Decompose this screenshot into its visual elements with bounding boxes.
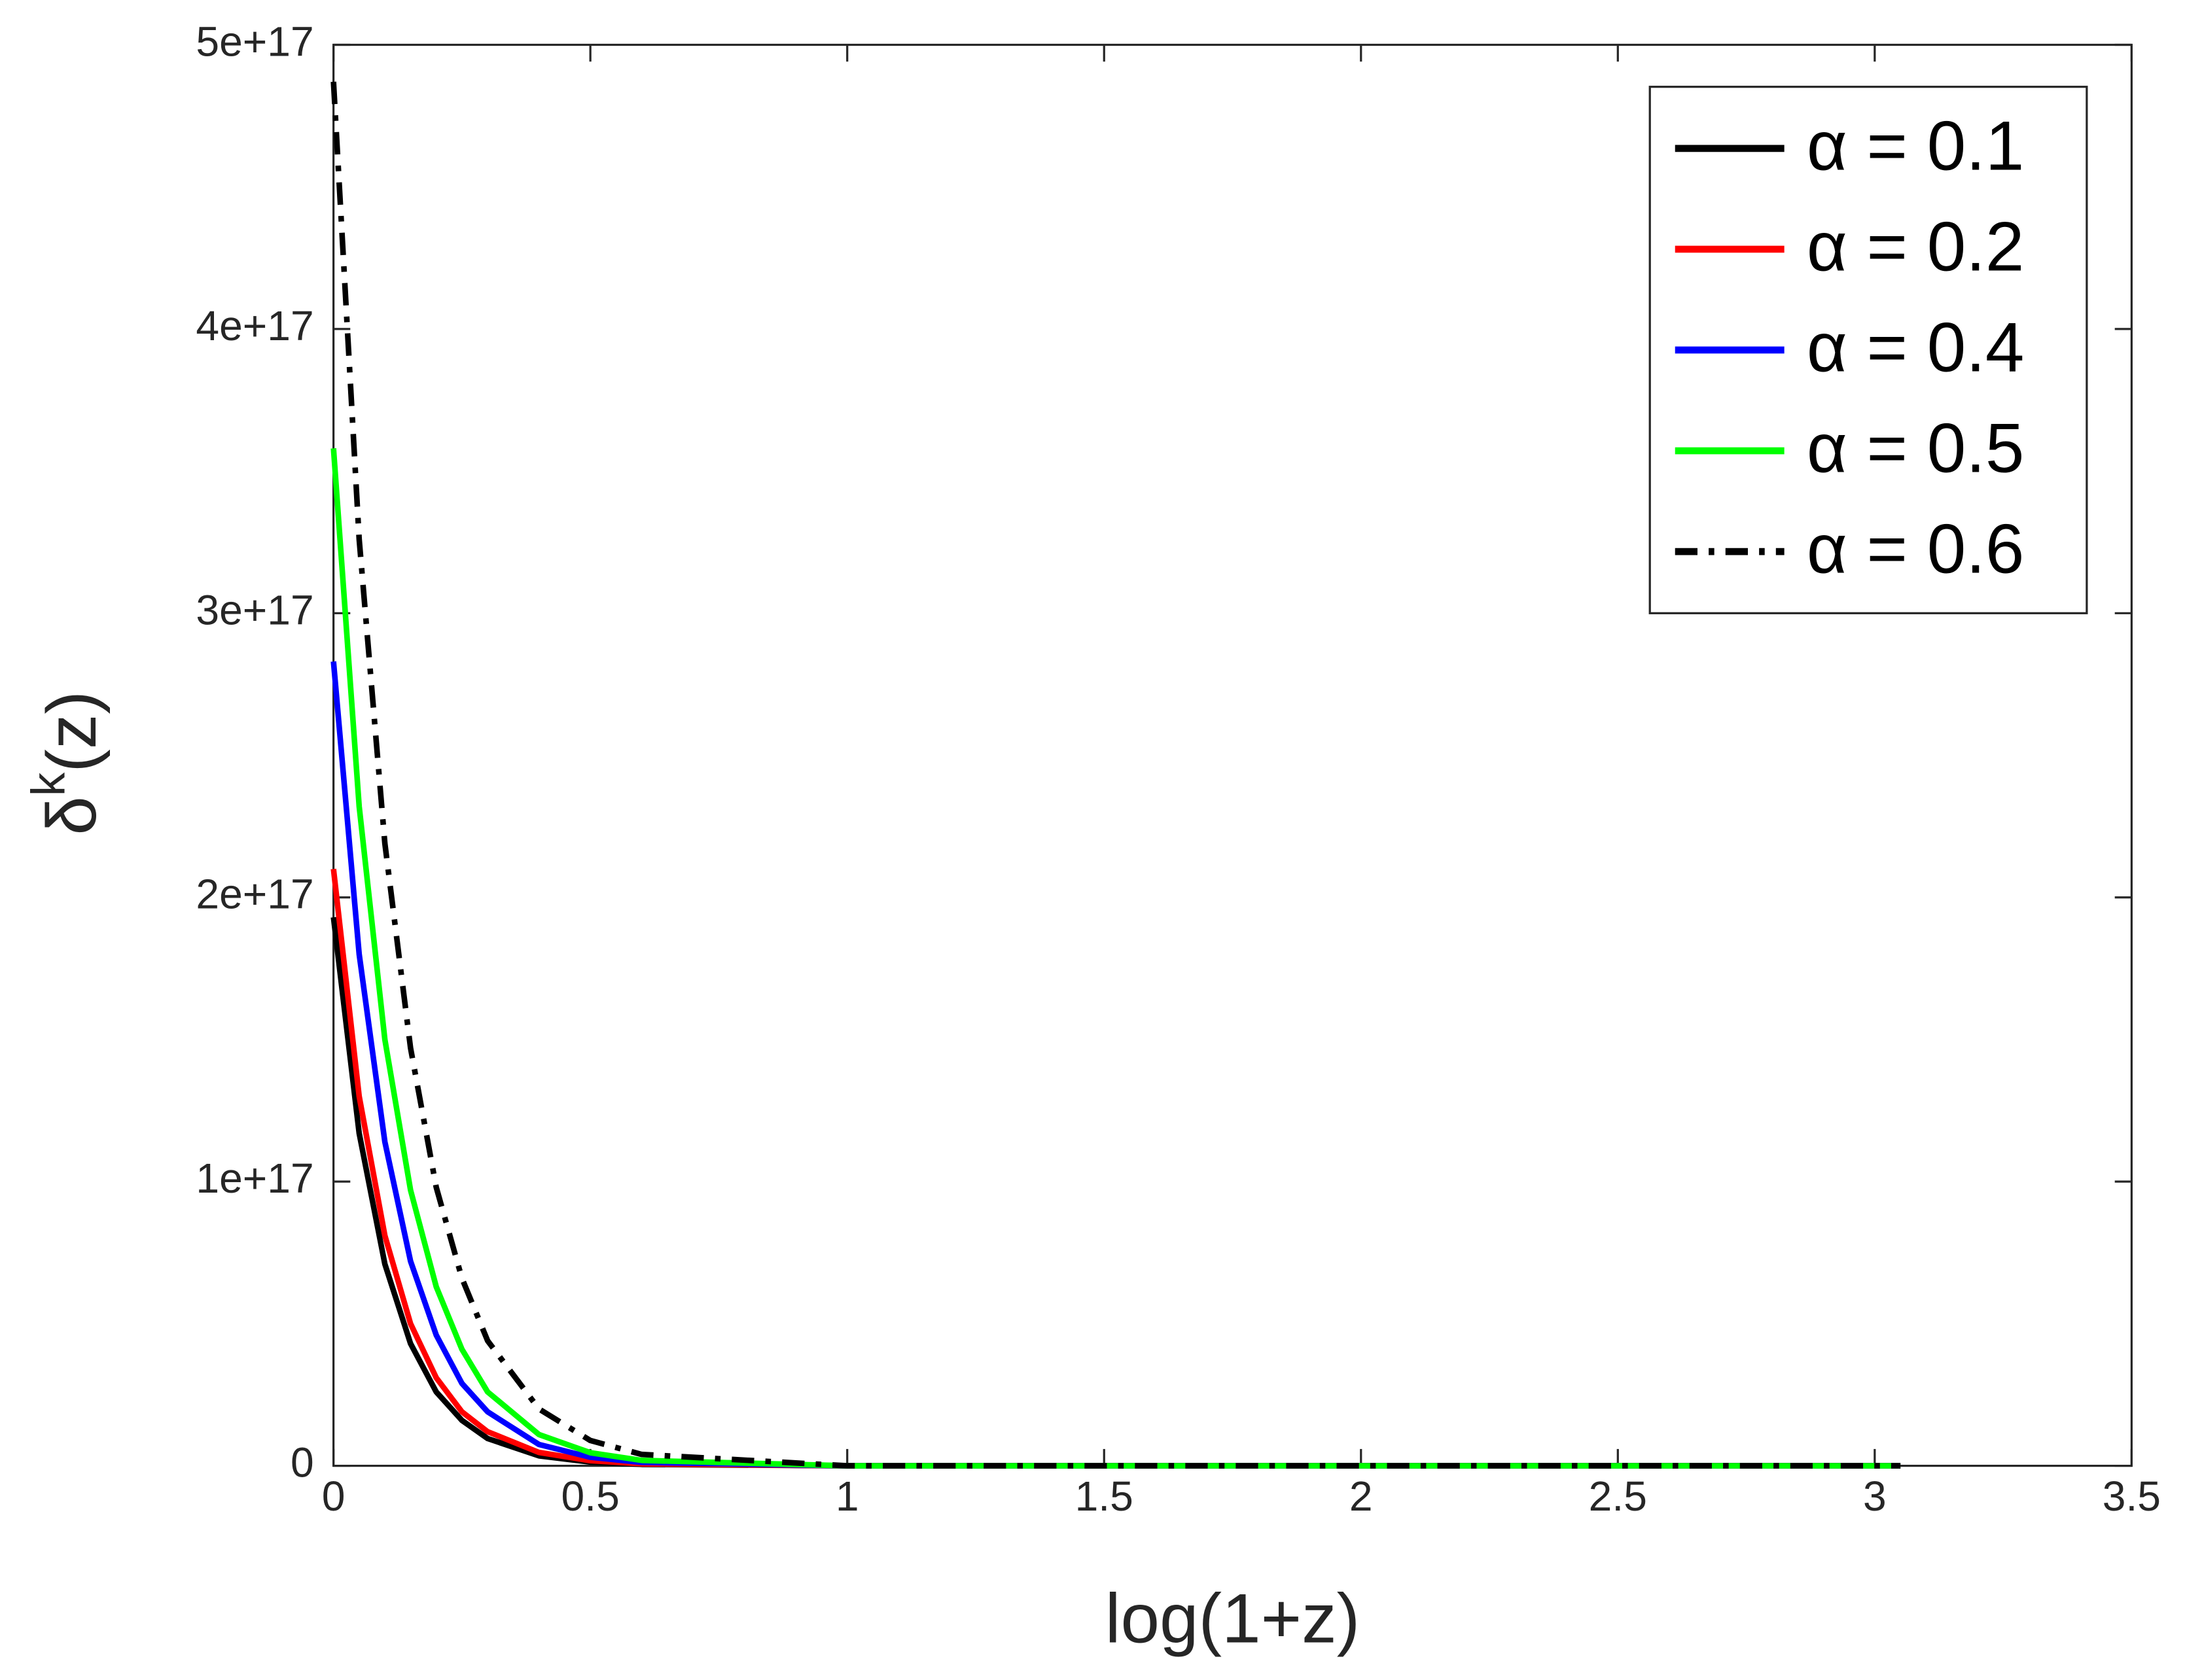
legend-label: α = 0.1 (1807, 106, 2025, 184)
legend: α = 0.1 α = 0.2 α = 0.4 α = 0.5 α = 0.6 (1648, 86, 2088, 614)
y-label-rest: (z) (32, 691, 111, 773)
y-label-sup: k (22, 772, 75, 796)
x-tick-label: 0.5 (561, 1473, 620, 1520)
series-line (330, 81, 1901, 1469)
legend-label: α = 0.5 (1807, 409, 2025, 487)
x-tick-label: 3 (1863, 1473, 1887, 1520)
y-label-base: δ (32, 796, 111, 835)
legend-label: α = 0.6 (1807, 510, 2025, 588)
legend-label: α = 0.2 (1807, 207, 2025, 285)
x-tick-label: 3.5 (2103, 1473, 2161, 1520)
x-tick-label: 2 (1349, 1473, 1373, 1520)
plot-area: 0 0.5 1 1.5 2 2.5 3 3.5 0 1e+17 2e+17 3e+17 4e+17 5e+… (196, 18, 2161, 1519)
x-tick-label: 0 (322, 1473, 346, 1520)
y-tick-label: 4e+17 (196, 302, 313, 349)
x-axis-label: log(1+z) (1105, 1579, 1360, 1658)
x-tick-label: 2.5 (1589, 1473, 1647, 1520)
y-tick-label: 5e+17 (196, 18, 313, 65)
x-tick-label: 1 (836, 1473, 859, 1520)
x-tick-label: 1.5 (1075, 1473, 1133, 1520)
legend-label: α = 0.4 (1807, 308, 2025, 387)
y-tick-label: 3e+17 (196, 586, 313, 633)
y-axis-label: δk(z) (22, 691, 111, 835)
y-tick-label: 0 (291, 1439, 314, 1486)
y-tick-label: 1e+17 (196, 1155, 313, 1202)
y-tick-label: 2e+17 (196, 871, 313, 918)
